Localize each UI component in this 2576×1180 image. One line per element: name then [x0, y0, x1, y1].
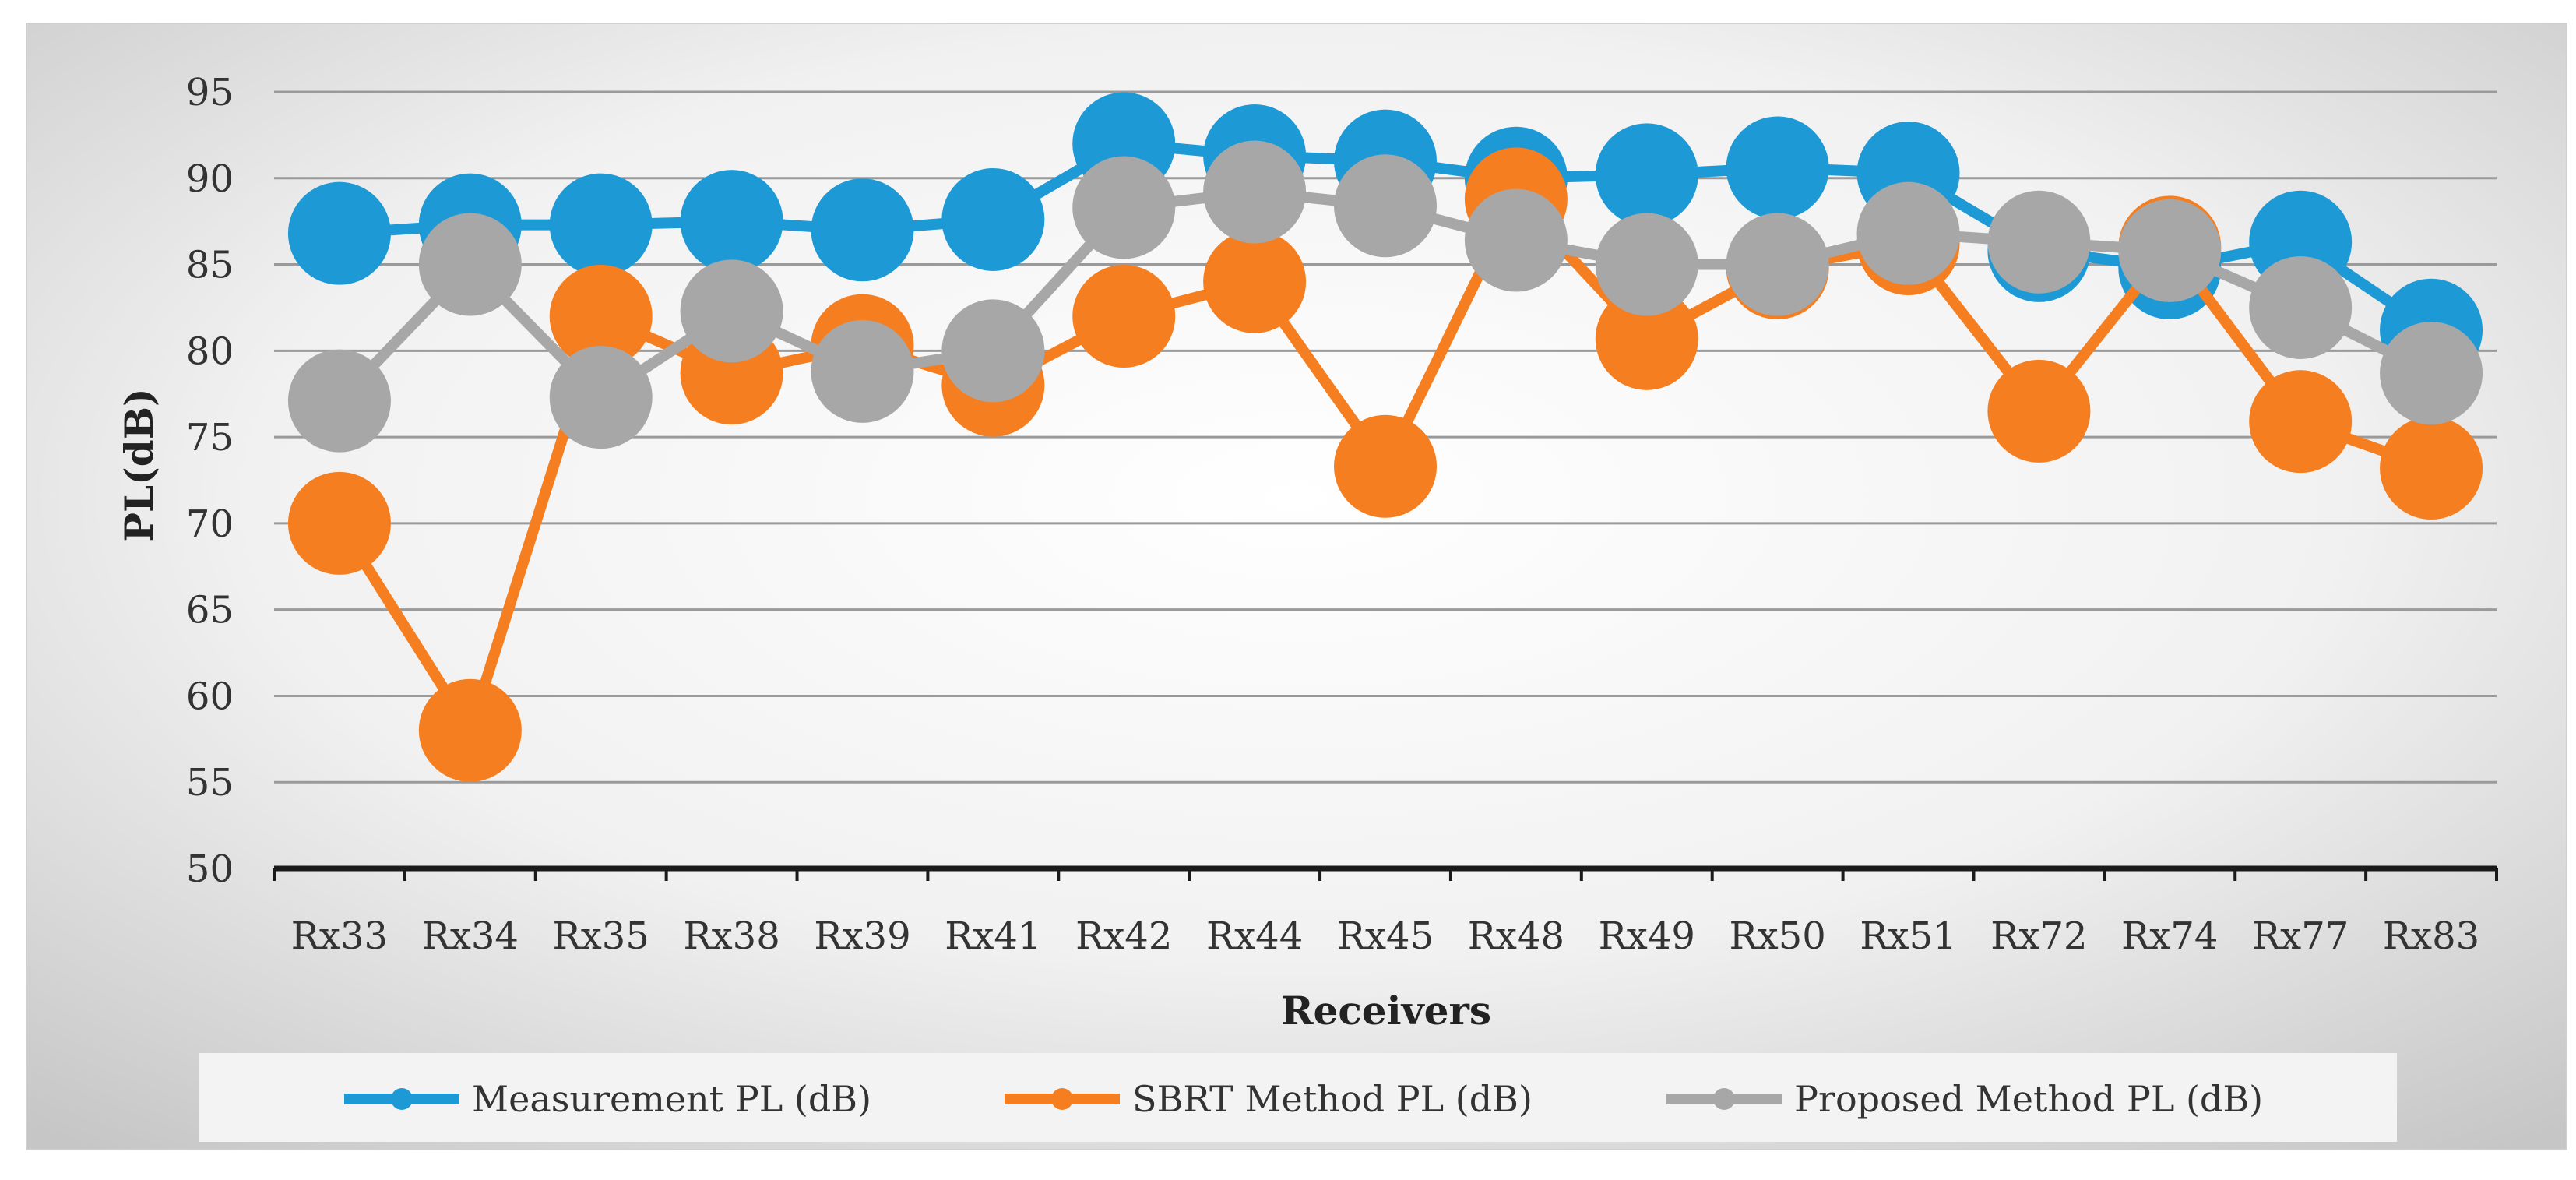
data-point: [1726, 213, 1829, 316]
data-point: [549, 173, 653, 277]
data-point: [2249, 255, 2353, 359]
data-point: [1987, 190, 2091, 294]
data-point: [549, 346, 653, 449]
legend-marker: [1051, 1088, 1073, 1110]
data-point: [1595, 213, 1698, 316]
data-point: [1595, 123, 1698, 227]
series-3: [287, 140, 2483, 453]
x-tick-label: Rx49: [1599, 914, 1695, 958]
x-tick-label: Rx33: [291, 914, 388, 958]
data-point: [1203, 230, 1307, 333]
data-point: [680, 170, 783, 273]
data-point: [2380, 416, 2483, 520]
y-tick-label: 90: [186, 157, 234, 201]
data-point: [811, 178, 914, 282]
data-point: [2249, 370, 2353, 474]
data-point: [1334, 154, 1437, 258]
x-tick-label: Rx45: [1337, 914, 1434, 958]
y-tick-label: 55: [186, 761, 234, 805]
x-tick-label: Rx35: [553, 914, 649, 958]
axes: 50 55 60 65 70 75 80 85 90 95 Rx33 Rx34 Rx35 Rx38 Rx39…: [186, 71, 2498, 958]
x-tick-label: Rx41: [945, 914, 1041, 958]
data-point: [287, 181, 391, 285]
y-tick-label: 65: [186, 589, 234, 632]
legend-item: SBRT Method PL (dB): [1005, 1078, 1533, 1120]
data-point: [287, 471, 391, 575]
x-axis-label: Receivers: [1281, 988, 1491, 1034]
data-point: [1595, 287, 1698, 390]
legend-box: [199, 1053, 2397, 1142]
legend-label: Proposed Method PL (dB): [1794, 1078, 2263, 1120]
x-tick-label: Rx39: [814, 914, 910, 958]
data-point: [1072, 156, 1176, 259]
y-tick-label: 80: [186, 329, 234, 373]
y-tick-label: 60: [186, 675, 234, 718]
data-point: [287, 349, 391, 453]
data-point: [1464, 188, 1568, 292]
y-tick-label: 70: [186, 502, 234, 546]
legend-item: Proposed Method PL (dB): [1666, 1078, 2263, 1120]
x-tick-label: Rx74: [2121, 914, 2218, 958]
legend-item: Measurement PL (dB): [344, 1078, 871, 1120]
legend: Measurement PL (dB) SBRT Method PL (dB) Pr…: [199, 1053, 2397, 1142]
data-point: [418, 213, 522, 316]
y-axis-label: PL(dB): [116, 388, 162, 541]
data-point: [2380, 322, 2483, 425]
data-point: [941, 167, 1045, 271]
x-tick-label: Rx38: [683, 914, 779, 958]
x-tick-label: Rx83: [2383, 914, 2479, 958]
x-tick-label: Rx42: [1075, 914, 1172, 958]
x-tick-label: Rx51: [1860, 914, 1956, 958]
data-point: [1334, 414, 1437, 518]
data-point: [418, 678, 522, 782]
data-point: [2118, 199, 2222, 302]
data-point: [1856, 181, 1960, 285]
y-tick-label: 85: [186, 244, 234, 287]
x-tick-label: Rx72: [1990, 914, 2087, 958]
x-tick-label: Rx44: [1206, 914, 1303, 958]
x-tick-label: Rx48: [1468, 914, 1564, 958]
x-tick-label: Rx34: [422, 914, 519, 958]
legend-label: SBRT Method PL (dB): [1132, 1078, 1533, 1120]
data-point: [549, 265, 653, 368]
series-group: [287, 92, 2483, 782]
data-point: [680, 259, 783, 363]
y-tick-label: 50: [186, 847, 234, 891]
data-point: [1987, 359, 2091, 463]
legend-label: Measurement PL (dB): [472, 1078, 871, 1120]
legend-marker: [1713, 1088, 1735, 1110]
data-point: [811, 319, 914, 423]
legend-marker: [391, 1088, 413, 1110]
x-tick-label: Rx50: [1729, 914, 1825, 958]
data-point: [941, 299, 1045, 403]
data-point: [1726, 116, 1829, 220]
y-tick-label: 75: [186, 416, 234, 460]
y-tick-label: 95: [186, 71, 234, 114]
x-tick-label: Rx77: [2252, 914, 2349, 958]
data-point: [1072, 265, 1176, 368]
data-point: [1203, 140, 1307, 244]
